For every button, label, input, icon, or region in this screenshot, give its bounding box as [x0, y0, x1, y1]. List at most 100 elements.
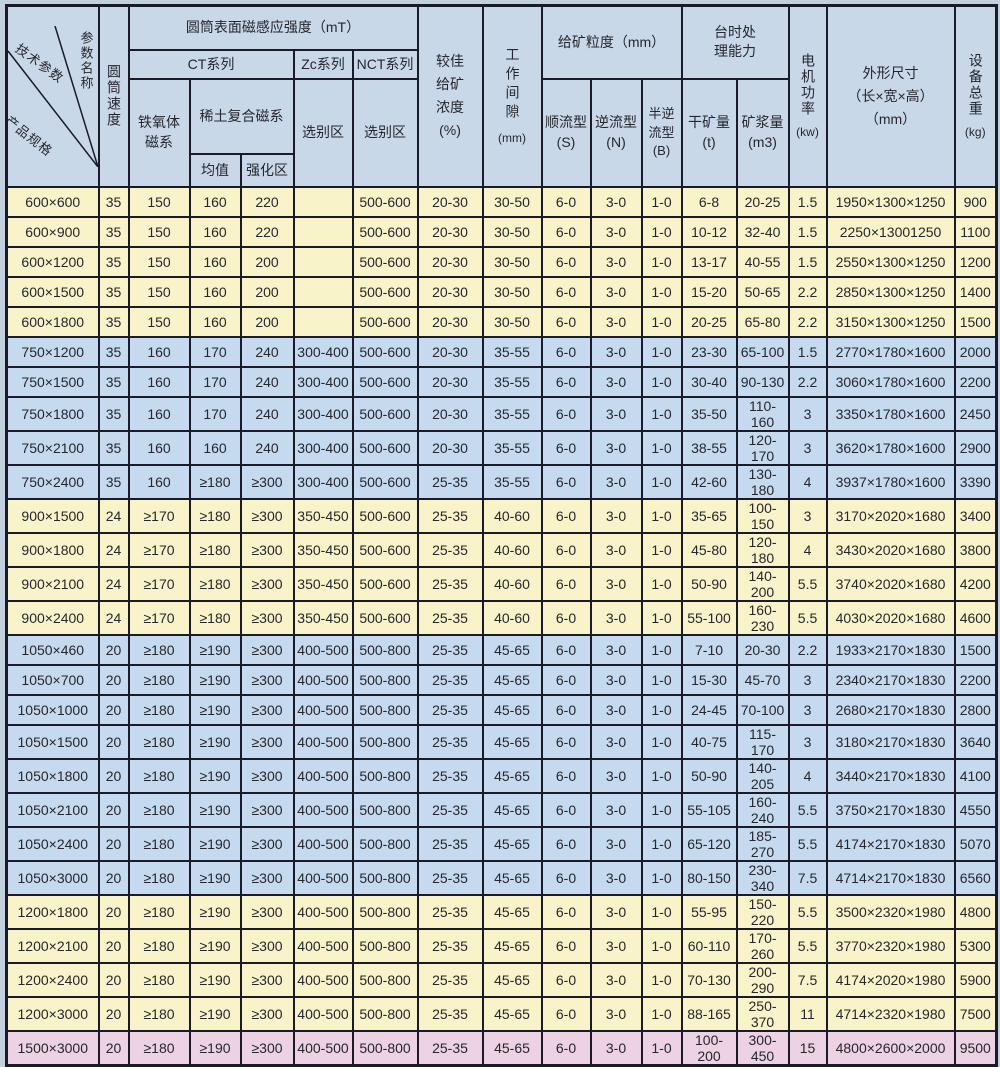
- table-row: 600×600 35 150 160 220 500-600 20-30 30-50 6-0 3-…: [5, 185, 998, 218]
- cell-dimensions: 4714×2320×1980: [825, 995, 956, 1032]
- cell-dimensions: 3180×2170×1830: [825, 723, 956, 760]
- cell-slurry: 100-150: [735, 497, 790, 534]
- cell-slurry: 20-25: [735, 185, 790, 218]
- cell-weight: 3390: [953, 463, 998, 500]
- cell-b_type: 1-0: [640, 663, 683, 696]
- cell-concentration: 20-30: [416, 275, 484, 308]
- cell-s_type: 6-0: [540, 215, 592, 248]
- cell-nct_zone: 500-800: [351, 693, 419, 726]
- cell-b_type: 1-0: [640, 395, 683, 432]
- cell-power: 1.5: [787, 185, 828, 218]
- header-ct-series: CT系列: [127, 48, 295, 80]
- cell-power: 5.5: [787, 825, 828, 862]
- header-nct-series: NCT系列: [351, 48, 419, 80]
- header-feed-concentration: 较佳 给矿 浓度 (%): [416, 4, 484, 188]
- cell-weight: 4100: [953, 757, 998, 794]
- cell-concentration: 25-35: [416, 995, 484, 1032]
- cell-s_type: 6-0: [540, 995, 592, 1032]
- cell-speed: 20: [97, 663, 130, 696]
- cell-dry_ore: 35-50: [680, 395, 738, 432]
- cell-concentration: 25-35: [416, 893, 484, 930]
- cell-re_mean: ≥190: [188, 859, 242, 896]
- cell-zc_zone: [292, 275, 354, 308]
- cell-re_mean: ≥190: [188, 633, 242, 666]
- cell-b_type: 1-0: [640, 497, 683, 534]
- cell-weight: 2450: [953, 395, 998, 432]
- cell-dimensions: 2770×1780×1600: [825, 335, 956, 368]
- cell-dry_ore: 60-110: [680, 927, 738, 964]
- cell-re_strengthened: 220: [239, 185, 295, 218]
- cell-speed: 35: [97, 245, 130, 278]
- cell-product: 600×1200: [5, 245, 100, 278]
- cell-slurry: 200-290: [735, 961, 790, 998]
- header-magnetic-induction: 圆筒表面磁感应强度（mT）: [127, 4, 419, 51]
- cell-product: 1050×700: [5, 663, 100, 696]
- cell-concentration: 25-35: [416, 531, 484, 568]
- cell-dry_ore: 23-30: [680, 335, 738, 368]
- cell-re_strengthened: ≥300: [239, 961, 295, 998]
- cell-s_type: 6-0: [540, 335, 592, 368]
- header-total-weight-unit: (kg): [964, 124, 986, 139]
- cell-nct_zone: 500-600: [351, 215, 419, 248]
- cell-zc_zone: [292, 305, 354, 338]
- cell-re_strengthened: 220: [239, 215, 295, 248]
- cell-re_strengthened: ≥300: [239, 791, 295, 828]
- cell-n_type: 3-0: [589, 663, 643, 696]
- cell-n_type: 3-0: [589, 633, 643, 666]
- cell-nct_zone: 500-800: [351, 757, 419, 794]
- cell-nct_zone: 500-800: [351, 1029, 419, 1067]
- cell-ferrite: ≥180: [127, 927, 191, 964]
- cell-gap: 35-55: [481, 463, 543, 500]
- table-row: 900×2100 24 ≥170 ≥180 ≥300 350-450 500-600 25-3…: [5, 565, 998, 602]
- cell-n_type: 3-0: [589, 395, 643, 432]
- cell-n_type: 3-0: [589, 859, 643, 896]
- cell-b_type: 1-0: [640, 365, 683, 398]
- cell-gap: 35-55: [481, 429, 543, 466]
- header-motor-power-label: 电机功率: [799, 52, 816, 117]
- cell-product: 1050×460: [5, 633, 100, 666]
- cell-s_type: 6-0: [540, 723, 592, 760]
- cell-re_mean: 160: [188, 245, 242, 278]
- cell-product: 1200×1800: [5, 893, 100, 930]
- cell-speed: 35: [97, 335, 130, 368]
- cell-gap: 35-55: [481, 365, 543, 398]
- cell-concentration: 20-30: [416, 215, 484, 248]
- cell-gap: 30-50: [481, 215, 543, 248]
- cell-power: 4: [787, 463, 828, 500]
- cell-product: 900×2100: [5, 565, 100, 602]
- cell-dry_ore: 45-80: [680, 531, 738, 568]
- cell-ferrite: ≥180: [127, 1029, 191, 1067]
- cell-dry_ore: 38-55: [680, 429, 738, 466]
- cell-n_type: 3-0: [589, 723, 643, 760]
- cell-slurry: 300-450: [735, 1029, 790, 1067]
- cell-speed: 24: [97, 599, 130, 636]
- cell-nct_zone: 500-800: [351, 791, 419, 828]
- cell-re_strengthened: ≥300: [239, 565, 295, 602]
- cell-n_type: 3-0: [589, 995, 643, 1032]
- cell-b_type: 1-0: [640, 893, 683, 930]
- cell-nct_zone: 500-600: [351, 599, 419, 636]
- cell-concentration: 25-35: [416, 723, 484, 760]
- cell-ferrite: ≥180: [127, 663, 191, 696]
- cell-power: 5.5: [787, 565, 828, 602]
- cell-slurry: 160-240: [735, 791, 790, 828]
- cell-ferrite: 150: [127, 305, 191, 338]
- cell-product: 1500×3000: [5, 1029, 100, 1067]
- cell-b_type: 1-0: [640, 825, 683, 862]
- cell-n_type: 3-0: [589, 565, 643, 602]
- cell-dry_ore: 50-90: [680, 757, 738, 794]
- cell-re_mean: ≥190: [188, 693, 242, 726]
- cell-zc_zone: 400-500: [292, 633, 354, 666]
- cell-product: 750×1200: [5, 335, 100, 368]
- cell-weight: 1100: [953, 215, 998, 248]
- cell-ferrite: ≥180: [127, 893, 191, 930]
- cell-zc_zone: [292, 215, 354, 248]
- cell-weight: 2200: [953, 365, 998, 398]
- cell-re_mean: ≥190: [188, 927, 242, 964]
- cell-re_strengthened: 240: [239, 429, 295, 466]
- cell-re_strengthened: ≥300: [239, 995, 295, 1032]
- cell-dimensions: 3750×2170×1830: [825, 791, 956, 828]
- cell-dry_ore: 15-20: [680, 275, 738, 308]
- cell-speed: 35: [97, 275, 130, 308]
- cell-speed: 35: [97, 305, 130, 338]
